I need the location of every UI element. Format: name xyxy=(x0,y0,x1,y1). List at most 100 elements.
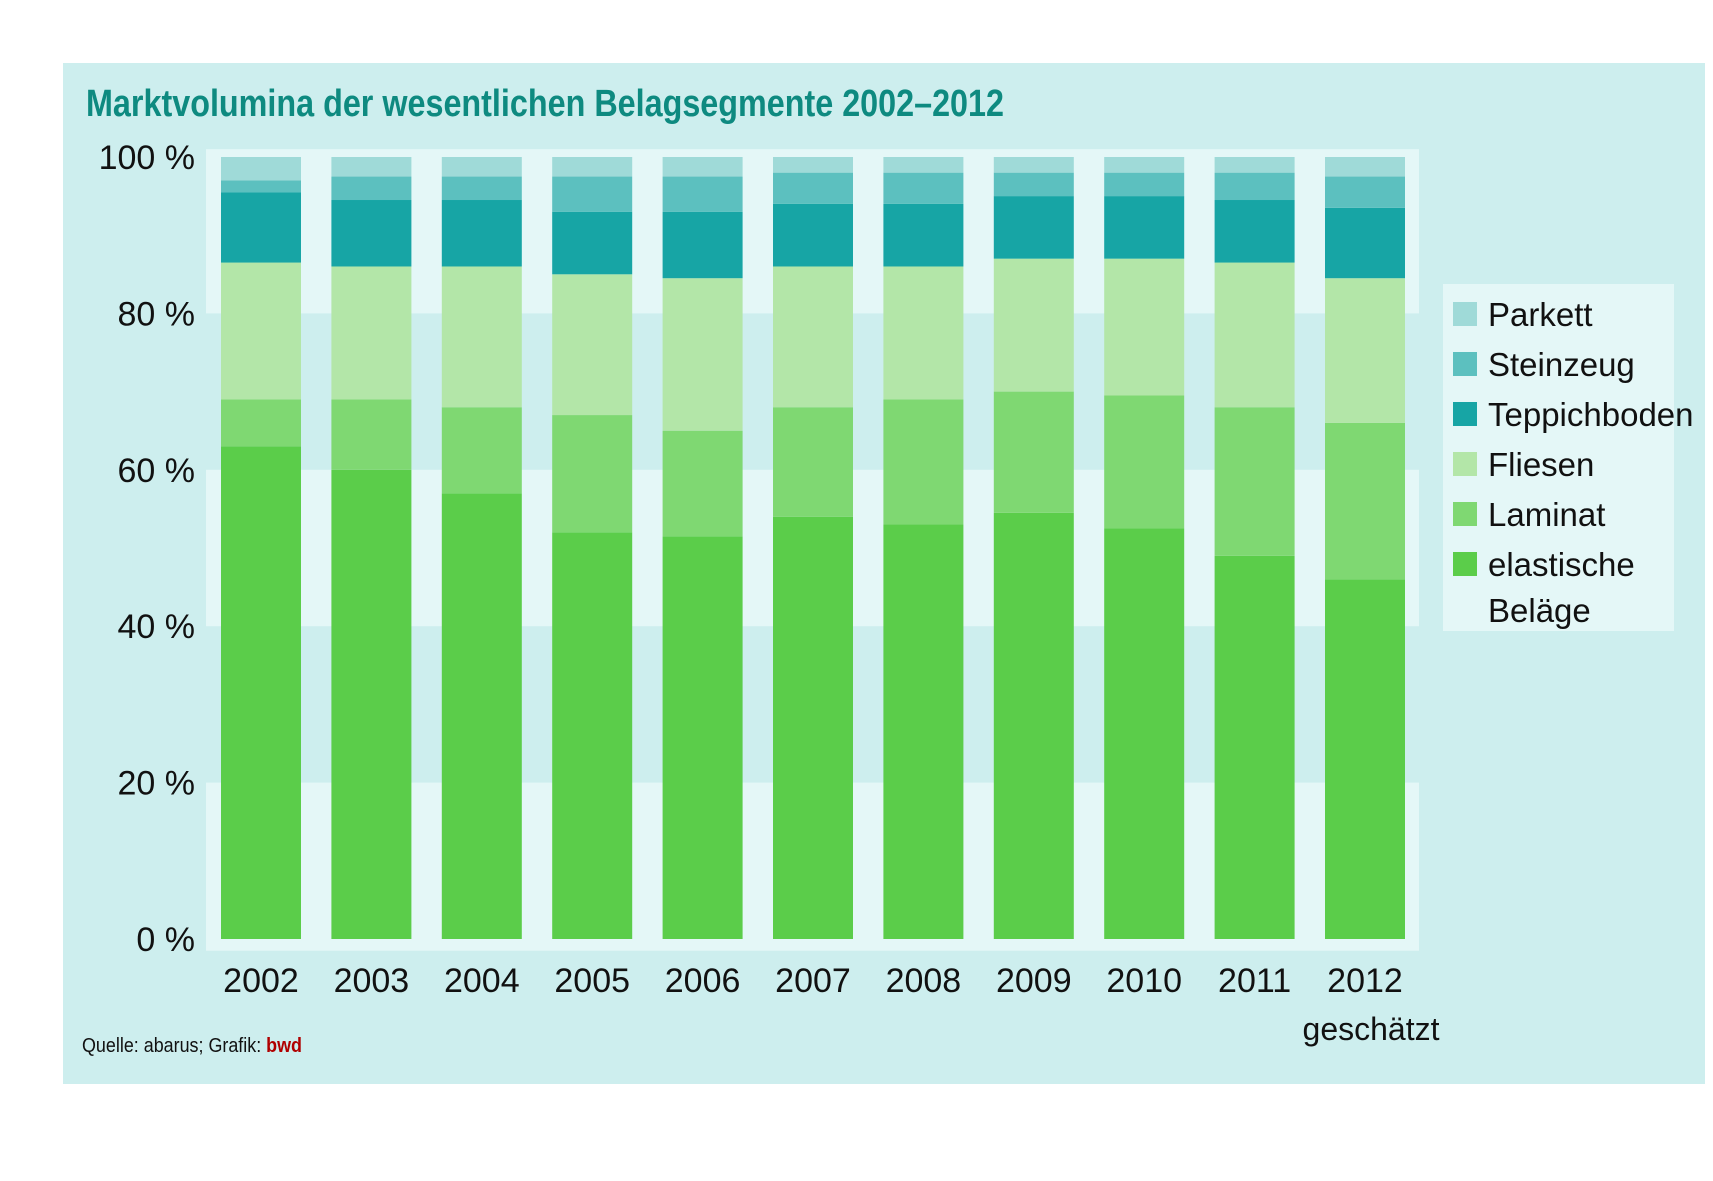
bar-segment-elastische-beläge-2004 xyxy=(441,493,522,939)
legend-label: Steinzeug xyxy=(1488,346,1635,383)
x-tick-label: 2006 xyxy=(665,962,741,1000)
bar-stack-2010 xyxy=(1104,157,1185,939)
bar-segment-laminat-2008 xyxy=(883,399,964,525)
bar-stack-2011 xyxy=(1214,157,1295,939)
bar-segment-fliesen-2009 xyxy=(993,258,1074,392)
legend-label: elastische xyxy=(1488,546,1635,583)
brand-text: bwd xyxy=(266,1035,302,1057)
bar-segment-parkett-2007 xyxy=(773,157,853,173)
bar-segment-teppichboden-2011 xyxy=(1214,200,1295,263)
bar-segment-elastische-beläge-2003 xyxy=(331,469,412,939)
y-tick-label: 100 % xyxy=(99,139,195,177)
x-tick-label: 2010 xyxy=(1106,962,1182,1000)
bar-segment-steinzeug-2010 xyxy=(1104,172,1185,197)
bar-segment-laminat-2007 xyxy=(773,407,853,517)
bar-stack-2009 xyxy=(993,157,1074,939)
legend: Parkett Steinzeug Teppichboden Fliesen Lamin… xyxy=(1443,284,1694,631)
bar-segment-elastische-beläge-2009 xyxy=(993,512,1074,939)
bar-segment-teppichboden-2010 xyxy=(1104,196,1185,259)
bar-segment-teppichboden-2006 xyxy=(662,211,743,279)
bar-segment-parkett-2011 xyxy=(1214,157,1295,173)
bar-segment-parkett-2012 xyxy=(1325,157,1405,177)
bar-segment-elastische-beläge-2012 xyxy=(1325,579,1405,939)
chart-title: Marktvolumina der wesentlichen Belagsegm… xyxy=(86,83,1004,125)
legend-label: Beläge xyxy=(1488,592,1591,629)
bar-segment-steinzeug-2008 xyxy=(883,172,964,204)
x-tick-label: 2003 xyxy=(334,962,410,1000)
bar-segment-steinzeug-2004 xyxy=(441,176,522,201)
bar-segment-laminat-2004 xyxy=(441,407,522,494)
bar-segment-teppichboden-2009 xyxy=(993,196,1074,259)
bar-segment-elastische-beläge-2008 xyxy=(883,524,964,939)
bar-segment-steinzeug-2009 xyxy=(993,172,1074,197)
bar-segment-laminat-2010 xyxy=(1104,395,1185,529)
legend-label: Parkett xyxy=(1488,296,1593,333)
x-tick-label: 2002 xyxy=(223,962,299,1000)
bar-segment-steinzeug-2003 xyxy=(331,176,412,201)
bar-segment-parkett-2006 xyxy=(662,157,743,177)
x-tick-label: 2009 xyxy=(996,962,1072,1000)
bar-segment-elastische-beläge-2002 xyxy=(221,446,301,939)
bar-segment-parkett-2003 xyxy=(331,157,412,177)
y-tick-label: 0 % xyxy=(136,921,195,959)
bar-segment-fliesen-2003 xyxy=(331,266,412,400)
bar-stack-2006 xyxy=(662,157,743,939)
bar-segment-laminat-2012 xyxy=(1325,422,1405,580)
bar-segment-fliesen-2012 xyxy=(1325,278,1405,423)
bar-segment-teppichboden-2012 xyxy=(1325,207,1405,279)
bars xyxy=(221,157,1405,939)
source-note: Quelle: abarus; Grafik: bwd xyxy=(82,1035,302,1057)
bar-segment-laminat-2002 xyxy=(221,399,301,447)
bar-stack-2003 xyxy=(331,157,412,939)
bar-segment-steinzeug-2006 xyxy=(662,176,743,212)
legend-swatch xyxy=(1453,452,1477,476)
bar-segment-parkett-2010 xyxy=(1104,157,1185,173)
y-tick-label: 60 % xyxy=(118,452,196,490)
bar-segment-steinzeug-2005 xyxy=(552,176,633,212)
bar-segment-fliesen-2002 xyxy=(221,262,301,400)
bar-segment-fliesen-2011 xyxy=(1214,262,1295,408)
bar-segment-fliesen-2008 xyxy=(883,266,964,400)
bar-segment-laminat-2005 xyxy=(552,415,633,533)
bar-segment-steinzeug-2002 xyxy=(221,180,301,193)
bar-stack-2002 xyxy=(221,157,301,939)
bar-stack-2008 xyxy=(883,157,964,939)
x-axis: 2002 2003 2004 2005 2006 2007 2008 2009 2010 2011… xyxy=(223,962,1439,1047)
x-tick-label: 2007 xyxy=(775,962,851,1000)
bar-segment-fliesen-2010 xyxy=(1104,258,1185,396)
x-tick-sublabel: geschätzt xyxy=(1303,1011,1440,1047)
bar-stack-2004 xyxy=(441,157,522,939)
bar-segment-teppichboden-2004 xyxy=(441,200,522,267)
bar-segment-teppichboden-2005 xyxy=(552,211,633,275)
y-tick-label: 80 % xyxy=(118,295,196,333)
bar-segment-laminat-2011 xyxy=(1214,407,1295,556)
bar-segment-elastische-beläge-2006 xyxy=(662,536,743,939)
x-tick-label: 2011 xyxy=(1218,962,1291,1000)
y-tick-label: 20 % xyxy=(118,765,196,803)
bar-segment-parkett-2004 xyxy=(441,157,522,177)
legend-swatch xyxy=(1453,552,1477,576)
legend-label: Fliesen xyxy=(1488,446,1594,483)
bar-segment-steinzeug-2011 xyxy=(1214,172,1295,201)
bar-segment-steinzeug-2012 xyxy=(1325,176,1405,208)
legend-label: Teppichboden xyxy=(1488,396,1694,433)
bar-segment-teppichboden-2002 xyxy=(221,192,301,263)
bar-segment-parkett-2008 xyxy=(883,157,964,173)
bar-segment-parkett-2002 xyxy=(221,157,301,181)
bar-segment-teppichboden-2008 xyxy=(883,203,964,267)
bar-segment-parkett-2005 xyxy=(552,157,633,177)
bar-segment-fliesen-2006 xyxy=(662,278,743,431)
bar-segment-elastische-beläge-2007 xyxy=(773,516,853,939)
bar-segment-laminat-2006 xyxy=(662,430,743,537)
x-tick-label: 2008 xyxy=(886,962,962,1000)
bar-segment-elastische-beläge-2011 xyxy=(1214,555,1295,939)
legend-swatch xyxy=(1453,352,1477,376)
x-tick-label: 2005 xyxy=(554,962,630,1000)
bar-stack-2012 xyxy=(1325,157,1405,939)
legend-box xyxy=(1443,284,1674,631)
legend-swatch xyxy=(1453,502,1477,526)
bar-segment-steinzeug-2007 xyxy=(773,172,853,204)
bar-stack-2007 xyxy=(773,157,853,939)
bar-segment-parkett-2009 xyxy=(993,157,1074,173)
